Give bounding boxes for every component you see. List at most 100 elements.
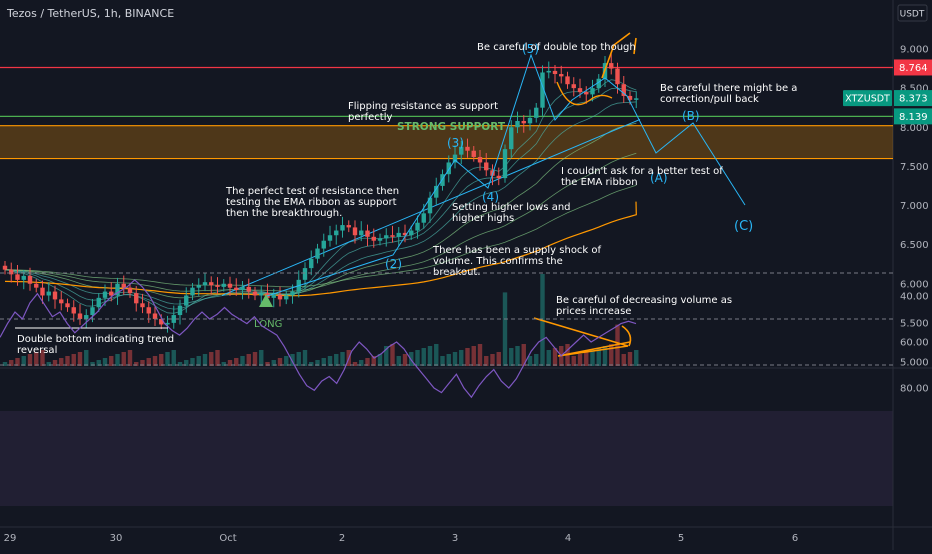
time-tick-label: Oct (219, 533, 236, 544)
wave-label-4[interactable]: (4) (482, 190, 499, 204)
currency-badge[interactable] (897, 4, 928, 22)
candle-body (277, 294, 283, 300)
volume-bar (77, 352, 83, 366)
price-tick-label: 8.500 (900, 84, 929, 95)
note-flipping[interactable]: Flipping resistance as support perfectly (348, 101, 498, 123)
wave-label-c[interactable]: (C) (734, 219, 753, 234)
candle-body (477, 156, 483, 163)
price-badge[interactable] (894, 59, 932, 76)
candle-body (527, 117, 533, 124)
price-badge[interactable] (894, 90, 932, 107)
candle-body (509, 127, 514, 150)
candle-body (84, 315, 89, 319)
price-badge-label: 8.373 (899, 94, 928, 105)
volume-bar (446, 354, 451, 366)
volume-bar (290, 354, 295, 366)
candle-body (390, 235, 395, 237)
wave-label-a[interactable]: (A) (650, 171, 668, 185)
candle-body (402, 232, 408, 236)
price-axis[interactable]: 9.000 8.500 8.000 7.500 7.000 6.500 6.000 5.500… (900, 45, 929, 369)
candle-body (415, 222, 420, 231)
candle-body (371, 236, 376, 241)
volume-arc[interactable] (621, 325, 632, 347)
volume-bar (152, 356, 158, 366)
double-top-tick[interactable] (633, 37, 637, 55)
rsi-tick-label: 60.00 (900, 338, 929, 349)
elliott-wave-path[interactable] (266, 53, 746, 297)
volume-bar (584, 352, 589, 366)
note-double-top[interactable]: Be careful of double top though (477, 42, 636, 53)
note-long[interactable]: LONG (254, 319, 282, 330)
candle-body (434, 185, 439, 198)
price-badge[interactable] (894, 108, 932, 125)
note-ema-test[interactable]: I couldn't ask for a better test of the E… (561, 166, 723, 188)
candle-body (215, 285, 220, 287)
candle-body (440, 174, 445, 186)
candle-body (534, 107, 539, 118)
ema-line-8 (4, 79, 637, 314)
candle-body (121, 283, 126, 288)
volume-bar (402, 354, 408, 366)
candle-body (377, 238, 383, 241)
note-double-bottom[interactable]: Double bottom indicating trend reversal (17, 334, 174, 356)
price-tick-label: 5.000 (900, 358, 929, 369)
volume-trend-lines[interactable] (533, 317, 631, 357)
volume-bar (102, 358, 108, 366)
wave-label-2[interactable]: (2) (385, 257, 402, 271)
candle-body (309, 258, 314, 269)
candle-body (546, 70, 551, 73)
volume-bar (352, 362, 358, 366)
volume-bar (477, 344, 483, 366)
candle-body (327, 235, 333, 241)
symbol-title[interactable]: Tezos / TetherUS, 1h, BINANCE (6, 7, 174, 20)
volume-bar (146, 358, 151, 366)
candle-body (152, 313, 158, 319)
volume-bar (165, 352, 170, 366)
note-resistance-test[interactable]: The perfect test of resistance then testi… (225, 186, 399, 219)
note-higher-lows[interactable]: Setting higher lows and higher highs (452, 202, 571, 224)
candle-body (302, 268, 308, 280)
volume-bar (227, 360, 233, 366)
candle-body (352, 227, 358, 236)
note-decreasing-volume[interactable]: Be careful of decreasing volume as prices… (556, 295, 732, 317)
wave-label-5[interactable]: (5) (522, 42, 539, 56)
volume-bar (115, 354, 120, 366)
candle-body (246, 286, 251, 292)
volume-bar (159, 354, 164, 366)
volume-bar (484, 356, 489, 366)
note-correction[interactable]: Be careful there might be a correction/pu… (660, 83, 797, 105)
time-tick-label: 3 (452, 533, 458, 544)
volume-bar (277, 358, 283, 366)
rsi-tick-label: 80.00 (900, 384, 929, 395)
candle-body (140, 303, 145, 308)
wave-label-b[interactable]: (B) (682, 109, 700, 123)
price-levels (0, 66, 893, 160)
candle-body (596, 78, 601, 89)
volume-bar (321, 358, 326, 366)
volume-bar (109, 356, 114, 366)
volume-bar (465, 348, 470, 366)
double-top-scribble[interactable] (601, 32, 631, 79)
volume-bar (15, 358, 20, 366)
time-tick-label: 4 (565, 533, 571, 544)
volume-bar (365, 358, 370, 366)
candle-body (409, 230, 414, 236)
candle-body (77, 313, 83, 319)
wave-label-3[interactable]: (3) (447, 136, 464, 150)
volume-bar (434, 344, 439, 366)
candle-body (452, 154, 458, 163)
volume-bar (515, 346, 520, 366)
volume-bar (140, 360, 145, 366)
volume-bar (384, 346, 389, 366)
rsi-line[interactable] (0, 279, 637, 399)
note-strong-support[interactable]: STRONG SUPPORT (397, 121, 506, 133)
symbol-badge[interactable] (843, 90, 892, 107)
candle-body (9, 269, 14, 275)
volume-bar (296, 352, 301, 366)
rsi-axis[interactable]: 80.00 60.00 40.00 (900, 292, 929, 395)
support-zone[interactable] (0, 125, 893, 159)
candle-body (340, 225, 345, 231)
time-axis[interactable]: 29 30 Oct 2 3 4 5 6 (4, 533, 799, 544)
rsi-pane[interactable] (0, 272, 893, 399)
